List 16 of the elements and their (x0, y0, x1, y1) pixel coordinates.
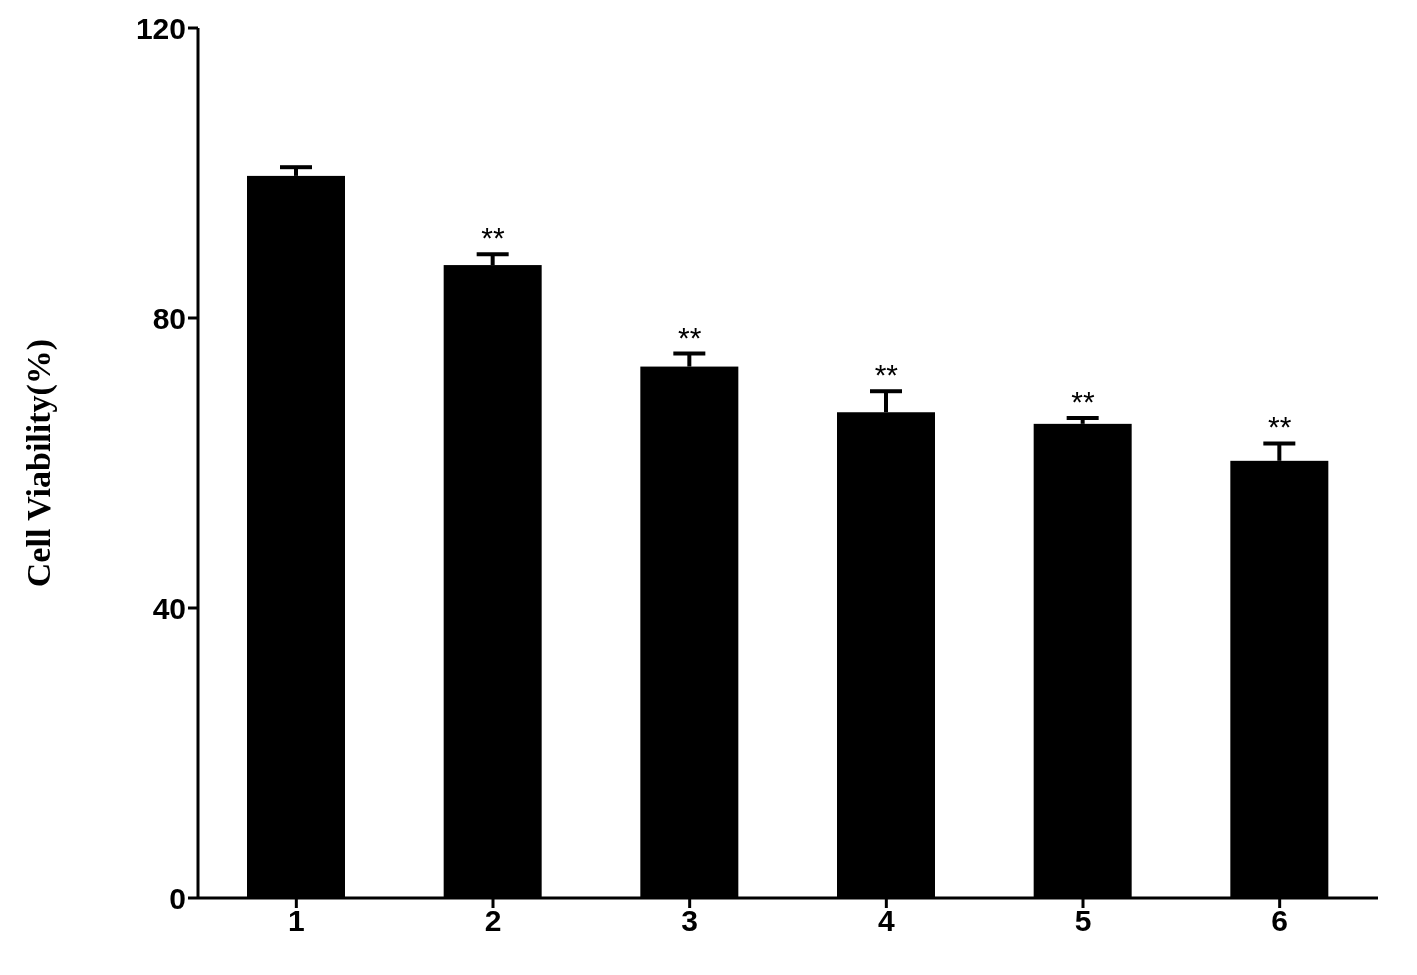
y-tick-label: 40 (152, 591, 186, 625)
annotation: ** (677, 320, 702, 354)
y-tick-label: 80 (152, 301, 186, 335)
y-axis-title: Cell Viability(%) (20, 338, 59, 588)
x-tick-label: 5 (1074, 904, 1092, 938)
x-tick-label: 6 (1271, 904, 1289, 938)
annotation: ** (1071, 385, 1095, 419)
y-tick-label: 120 (135, 11, 186, 45)
x-tick-label: 3 (681, 904, 699, 938)
y-tick-label: 0 (169, 881, 186, 915)
x-tick-label: 4 (877, 904, 895, 938)
x-tick-label: 2 (484, 904, 502, 938)
x-tick-label: 1 (287, 904, 305, 938)
annotation: ** (1267, 410, 1292, 444)
annotation: ** (481, 221, 505, 255)
annotation: ** (874, 358, 899, 392)
